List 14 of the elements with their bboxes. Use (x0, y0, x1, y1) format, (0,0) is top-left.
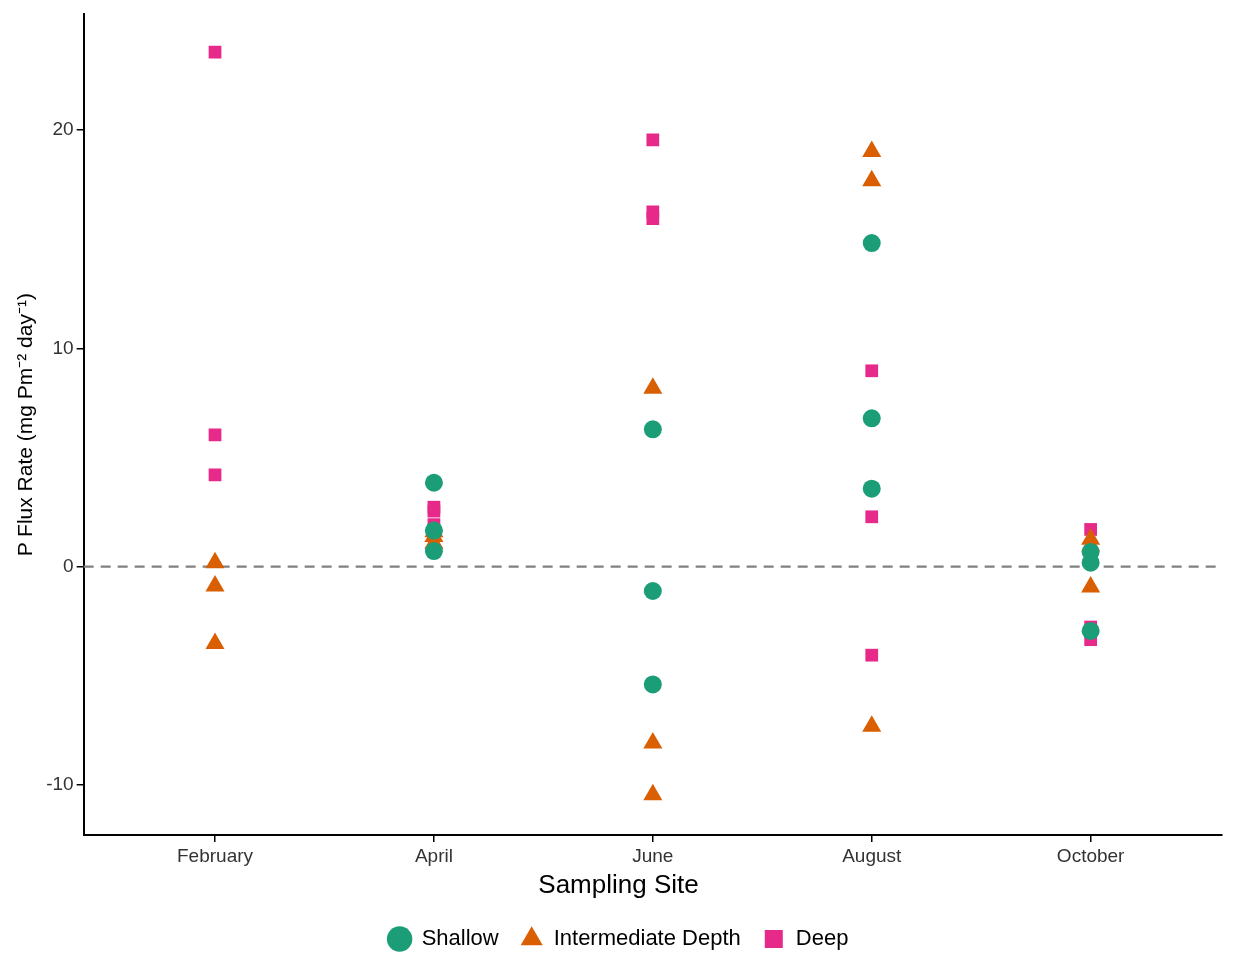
y-tick-label: 20 (52, 118, 74, 140)
y-tick-label: 10 (52, 336, 74, 358)
x-tick-label: April (414, 844, 453, 866)
x-tick-label: August (842, 844, 903, 866)
legend-label: Shallow (421, 925, 499, 951)
x-tick-label: June (632, 844, 674, 866)
legend-label: Deep (795, 925, 849, 951)
y-tick-label: 0 (63, 554, 74, 576)
y-axis-title: P Flux Rate (mg Pm⁻² day⁻¹) (13, 293, 37, 557)
legend-label: Intermediate Depth (553, 925, 741, 951)
x-tick-label: February (176, 844, 254, 866)
legend-title: Sampling Site (538, 868, 699, 899)
y-tick-label: -10 (46, 773, 74, 795)
x-tick-label: October (1056, 844, 1126, 866)
